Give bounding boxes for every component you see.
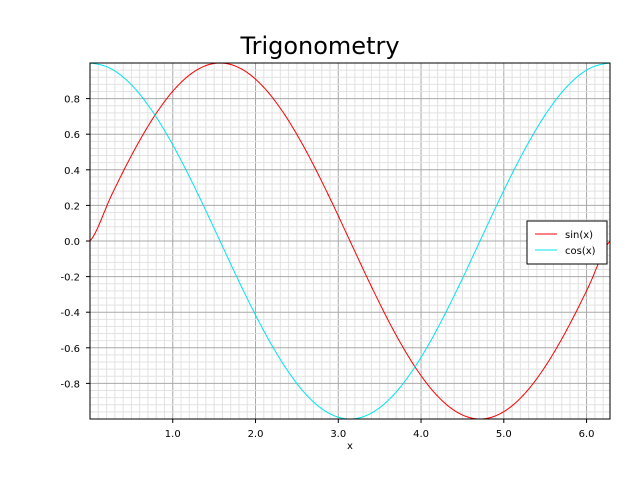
legend-label: cos(x) [565, 246, 596, 257]
data-point [306, 394, 308, 396]
x-tick-label: 4.0 [413, 429, 429, 440]
data-point [349, 240, 351, 242]
data-point [154, 114, 156, 116]
data-point [544, 114, 546, 116]
chart-title: Trigonometry [239, 32, 399, 60]
data-point [414, 366, 416, 368]
y-tick-label: -0.4 [60, 308, 80, 319]
data-point [436, 329, 438, 331]
data-point [522, 151, 524, 153]
data-point [262, 86, 264, 88]
data-point [587, 286, 589, 288]
x-axis-ticks: 1.0 2.0 3.0 4.0 5.0 6.0 [165, 419, 595, 440]
legend: sin(x) cos(x) [526, 220, 608, 265]
y-tick-label: 0.6 [64, 130, 80, 141]
data-point [587, 68, 589, 70]
x-tick-label: 5.0 [496, 429, 512, 440]
legend-label: sin(x) [565, 230, 593, 241]
data-point [457, 412, 459, 414]
data-point [457, 286, 459, 288]
x-tick-label: 2.0 [248, 429, 264, 440]
data-point [501, 412, 503, 414]
data-point [392, 329, 394, 331]
data-point [132, 151, 134, 153]
data-point [241, 286, 243, 288]
data-point [501, 194, 503, 196]
y-tick-label: 0.0 [64, 237, 80, 248]
data-point [176, 151, 178, 153]
data-point [111, 194, 113, 196]
y-tick-label: -0.6 [60, 344, 80, 355]
data-point [522, 394, 524, 396]
data-point [262, 329, 264, 331]
data-point [392, 394, 394, 396]
data-point [284, 114, 286, 116]
y-tick-label: -0.2 [60, 273, 80, 284]
data-point [371, 286, 373, 288]
y-tick-label: 0.4 [64, 166, 80, 177]
data-point [111, 68, 113, 70]
legend-box [526, 220, 608, 265]
data-point [306, 151, 308, 153]
data-point [197, 68, 199, 70]
y-tick-label: 0.2 [64, 201, 80, 212]
data-point [371, 412, 373, 414]
x-axis-label: x [347, 441, 353, 452]
y-tick-label: -0.8 [60, 379, 80, 390]
y-tick-label: 0.8 [64, 95, 80, 106]
data-point [219, 240, 221, 242]
data-point [284, 366, 286, 368]
data-point [176, 86, 178, 88]
data-point [566, 329, 568, 331]
data-point [327, 412, 329, 414]
data-point [327, 194, 329, 196]
data-point [479, 240, 481, 242]
x-tick-label: 1.0 [165, 429, 181, 440]
x-tick-label: 3.0 [330, 429, 346, 440]
x-tick-label: 6.0 [579, 429, 595, 440]
data-point [566, 86, 568, 88]
data-point [197, 194, 199, 196]
data-point [241, 68, 243, 70]
data-point [436, 394, 438, 396]
data-point [132, 86, 134, 88]
data-point [544, 366, 546, 368]
y-axis-ticks: 0.8 0.6 0.4 0.2 0.0 -0.2 -0.4 -0.6 -0.8 [60, 95, 90, 390]
